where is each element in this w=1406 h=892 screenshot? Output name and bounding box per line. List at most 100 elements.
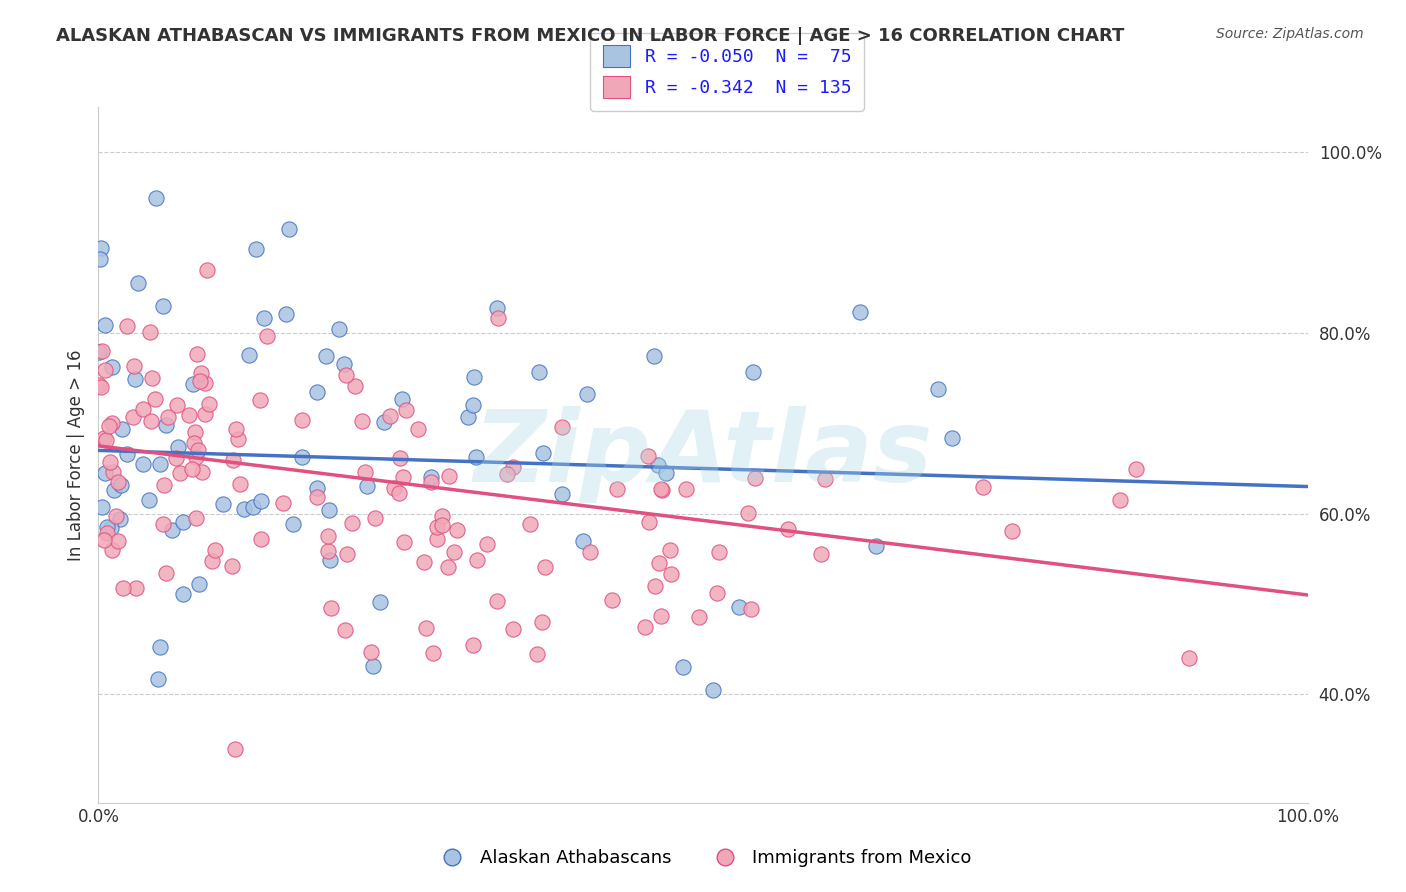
Point — [319, 553, 342, 567]
Point — [529, 365, 551, 379]
Point — [600, 593, 623, 607]
Point — [224, 742, 246, 756]
Point — [127, 277, 149, 291]
Point — [389, 450, 412, 465]
Point — [245, 242, 267, 256]
Point — [305, 490, 328, 504]
Point — [172, 587, 194, 601]
Point — [226, 432, 249, 446]
Point — [160, 523, 183, 537]
Point — [551, 486, 574, 500]
Point — [107, 533, 129, 548]
Point — [413, 555, 436, 569]
Point — [177, 408, 200, 422]
Point — [132, 401, 155, 416]
Point — [183, 435, 205, 450]
Point — [132, 457, 155, 471]
Point — [443, 545, 465, 559]
Point — [186, 347, 208, 361]
Point — [430, 508, 453, 523]
Point — [186, 450, 208, 464]
Point — [344, 379, 367, 393]
Y-axis label: In Labor Force | Age > 16: In Labor Force | Age > 16 — [66, 349, 84, 561]
Point — [96, 433, 118, 447]
Point — [659, 567, 682, 582]
Point — [112, 581, 135, 595]
Point — [551, 420, 574, 434]
Point — [256, 329, 278, 343]
Point — [145, 191, 167, 205]
Point — [392, 470, 415, 484]
Point — [316, 529, 339, 543]
Point — [391, 392, 413, 406]
Point — [648, 556, 671, 570]
Point — [464, 450, 486, 464]
Point — [461, 398, 484, 412]
Point — [315, 349, 337, 363]
Point — [354, 465, 377, 479]
Point — [249, 493, 271, 508]
Point — [138, 493, 160, 508]
Point — [420, 475, 443, 490]
Point — [437, 560, 460, 574]
Point — [394, 535, 416, 549]
Point — [463, 370, 485, 384]
Point — [229, 476, 252, 491]
Point — [1001, 524, 1024, 538]
Point — [437, 469, 460, 483]
Point — [742, 365, 765, 379]
Point — [238, 348, 260, 362]
Point — [90, 240, 112, 254]
Point — [156, 410, 179, 425]
Point — [865, 539, 887, 553]
Point — [141, 370, 163, 384]
Point — [422, 646, 444, 660]
Point — [96, 525, 118, 540]
Point — [395, 402, 418, 417]
Point — [814, 472, 837, 486]
Point — [184, 425, 207, 440]
Point — [90, 379, 112, 393]
Point — [143, 392, 166, 406]
Point — [486, 301, 509, 315]
Point — [727, 599, 749, 614]
Point — [1125, 462, 1147, 476]
Point — [318, 502, 340, 516]
Point — [93, 431, 115, 445]
Point — [485, 594, 508, 608]
Point — [360, 645, 382, 659]
Point — [849, 304, 872, 318]
Point — [319, 601, 342, 615]
Point — [606, 483, 628, 497]
Point — [101, 543, 124, 558]
Point — [291, 450, 314, 464]
Point — [89, 252, 111, 266]
Point — [972, 480, 994, 494]
Point — [709, 545, 731, 559]
Point — [111, 422, 134, 436]
Point — [194, 376, 217, 391]
Point — [181, 462, 204, 476]
Point — [740, 602, 762, 616]
Point — [316, 544, 339, 558]
Point — [195, 263, 218, 277]
Point — [688, 610, 710, 624]
Point — [430, 518, 453, 533]
Point — [90, 344, 112, 359]
Point — [1178, 650, 1201, 665]
Point — [242, 500, 264, 514]
Point — [184, 510, 207, 524]
Point — [188, 374, 211, 388]
Point — [87, 377, 110, 392]
Point — [94, 466, 117, 480]
Point — [149, 640, 172, 654]
Point — [364, 511, 387, 525]
Point — [104, 509, 127, 524]
Point — [115, 318, 138, 333]
Point — [502, 622, 524, 636]
Point — [281, 517, 304, 532]
Point — [139, 413, 162, 427]
Point — [332, 357, 354, 371]
Point — [461, 638, 484, 652]
Point — [637, 449, 659, 463]
